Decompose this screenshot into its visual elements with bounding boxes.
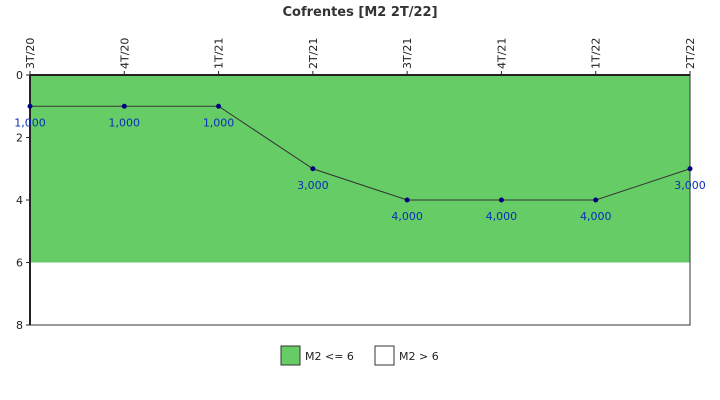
data-label: 1,000: [203, 116, 235, 129]
band-0: [30, 75, 690, 263]
data-label: 3,000: [674, 179, 706, 192]
x-tick-label: 1T/22: [590, 38, 603, 69]
legend-swatch-0: [280, 345, 301, 366]
data-label: 4,000: [391, 210, 423, 223]
data-point: [404, 197, 410, 203]
data-label: 3,000: [297, 179, 329, 192]
data-label: 4,000: [486, 210, 518, 223]
legend-swatch-1: [374, 345, 395, 366]
legend-label-1: M2 > 6: [399, 350, 439, 363]
x-tick-label: 4T/21: [495, 38, 508, 69]
x-tick-label: 3T/20: [24, 38, 37, 69]
x-axis-ticks: 3T/20 4T/20 1T/21 2T/21 3T/21 4T/21 1T/22 2T/22: [24, 38, 697, 75]
legend-label-0: M2 <= 6: [305, 350, 354, 363]
y-tick-label: 2: [16, 132, 23, 145]
y-tick-label: 0: [16, 69, 23, 82]
data-point: [593, 197, 599, 203]
x-tick-label: 2T/22: [684, 38, 697, 69]
y-tick-label: 4: [16, 194, 23, 207]
data-label: 4,000: [580, 210, 612, 223]
data-point: [27, 103, 33, 109]
data-point: [121, 103, 127, 109]
data-label: 1,000: [14, 116, 46, 129]
x-tick-label: 2T/21: [307, 38, 320, 69]
x-tick-label: 4T/20: [118, 38, 131, 69]
data-point: [498, 197, 504, 203]
chart-title: Cofrentes [M2 2T/22]: [282, 5, 437, 20]
data-point: [216, 103, 222, 109]
y-axis-ticks: 0 2 4 6 8: [16, 69, 30, 332]
data-point: [310, 166, 316, 172]
y-tick-label: 6: [16, 257, 23, 270]
series-line: [30, 105, 691, 201]
band-1: [30, 262, 690, 325]
series-m2: 1,000 1,000 1,000 3,000 4,000 4,000 4,000 3,000: [14, 103, 706, 223]
x-tick-label: 3T/21: [401, 38, 414, 69]
threshold-bands: [30, 75, 690, 325]
legend: M2 <= 6 M2 > 6: [280, 345, 439, 366]
y-tick-label: 8: [16, 319, 23, 332]
data-label: 1,000: [109, 116, 141, 129]
x-tick-label: 1T/21: [213, 38, 226, 69]
data-point: [687, 166, 693, 172]
